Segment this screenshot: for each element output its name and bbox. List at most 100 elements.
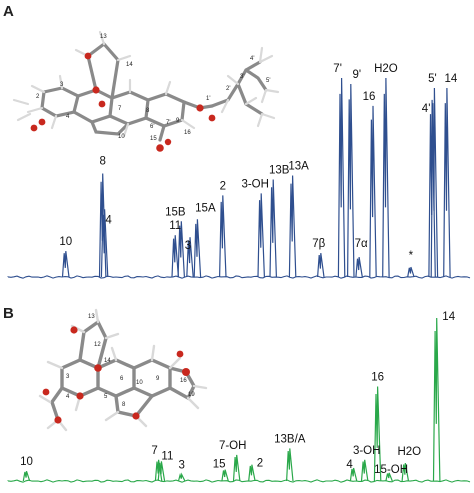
peak-label-a-16: H2O — [374, 63, 398, 75]
peak-a-2 — [100, 209, 109, 278]
svg-text:10: 10 — [118, 134, 125, 140]
peak-a-15 — [369, 105, 377, 278]
svg-text:3: 3 — [60, 82, 64, 88]
svg-text:10: 10 — [136, 380, 143, 386]
peak-b-7 — [286, 448, 294, 482]
svg-text:1': 1' — [206, 96, 210, 102]
peak-b-12 — [401, 462, 410, 482]
peak-b-6 — [248, 464, 256, 482]
peak-a-7 — [219, 195, 227, 278]
svg-text:7: 7 — [118, 106, 122, 112]
svg-text:6': 6' — [150, 124, 154, 130]
svg-text:4: 4 — [66, 394, 70, 400]
peak-label-a-4: 15B — [165, 206, 186, 218]
peak-a-19 — [430, 87, 439, 278]
peak-b-13 — [432, 317, 441, 482]
peak-label-b-10: 16 — [371, 372, 384, 384]
molecule-a-image: 13 14 3 2 4 7 8 10 15 9 16 1' 2' 3' 4' 5' 7' 6' — [12, 30, 280, 152]
peak-b-0 — [22, 471, 31, 482]
peak-a-6 — [193, 219, 202, 278]
svg-text:7': 7' — [166, 120, 170, 126]
peak-label-a-1: 8 — [99, 156, 105, 168]
spectrum-a-peaks — [61, 77, 451, 278]
peak-label-b-6: 2 — [257, 458, 263, 470]
peak-label-b-11: 15-OH — [374, 464, 408, 476]
svg-text:3': 3' — [240, 74, 244, 80]
peak-b-8 — [349, 467, 358, 482]
peak-label-a-5: 3 — [185, 240, 191, 252]
peak-b-10 — [373, 386, 382, 482]
peak-a-9 — [269, 179, 277, 278]
svg-text:3: 3 — [66, 374, 70, 380]
peak-a-10 — [288, 175, 297, 278]
svg-text:14: 14 — [126, 62, 133, 68]
peak-label-a-7: 2 — [220, 180, 226, 192]
peak-label-a-17: * — [409, 250, 414, 262]
peak-a-11 — [317, 253, 325, 278]
peak-label-b-8: 4 — [346, 459, 353, 471]
peak-label-a-3: 11 — [169, 220, 181, 232]
svg-text:9: 9 — [176, 118, 180, 124]
peak-label-b-0: 10 — [20, 456, 33, 468]
spectrum-b-baseline — [7, 479, 471, 483]
peak-b-9 — [360, 459, 369, 482]
peak-a-0 — [61, 251, 70, 278]
peak-label-a-15: 16 — [363, 91, 376, 103]
svg-text:4: 4 — [66, 114, 70, 120]
peak-label-a-11: 7β — [312, 238, 325, 250]
peak-label-b-4: 15 — [213, 459, 226, 471]
peak-label-a-12: 7' — [333, 63, 342, 75]
peak-a-16 — [382, 77, 390, 278]
peak-a-13 — [347, 83, 355, 278]
spectrum-b-peaks — [22, 317, 441, 482]
peak-label-a-19: 5' — [428, 73, 437, 85]
peak-label-a-6: 15A — [195, 202, 216, 214]
peak-label-a-0: 10 — [59, 236, 72, 248]
peak-b-5 — [232, 454, 241, 482]
peak-label-b-5: 7-OH — [219, 440, 246, 452]
peak-a-3 — [171, 235, 179, 278]
peak-label-a-20: 14 — [445, 73, 458, 85]
peak-b-11 — [385, 472, 393, 482]
peak-label-a-10: 13A — [288, 161, 309, 173]
svg-text:5: 5 — [104, 394, 108, 400]
svg-text:14: 14 — [104, 358, 111, 364]
svg-text:2': 2' — [226, 86, 230, 92]
peak-label-b-1: 7 — [151, 445, 157, 457]
peak-a-17 — [407, 266, 415, 278]
svg-text:16: 16 — [180, 378, 187, 384]
peak-b-4 — [221, 469, 229, 482]
svg-text:13: 13 — [88, 314, 95, 320]
peak-a-14 — [355, 257, 363, 278]
panel-a-letter: A — [3, 3, 14, 20]
svg-text:13: 13 — [100, 34, 107, 40]
peak-label-b-2: 11 — [161, 450, 173, 462]
peak-label-b-13: 14 — [442, 311, 455, 323]
peak-label-a-2: 4 — [105, 214, 112, 226]
svg-text:8: 8 — [122, 402, 126, 408]
peak-a-5 — [186, 237, 194, 278]
svg-text:8: 8 — [146, 108, 150, 114]
peak-label-a-8: 3-OH — [241, 178, 268, 190]
peak-a-8 — [257, 193, 265, 278]
peak-label-a-18: 4' — [422, 103, 431, 115]
svg-text:19: 19 — [188, 392, 195, 398]
svg-text:15: 15 — [150, 136, 157, 142]
peak-label-a-9: 13B — [269, 165, 290, 177]
svg-text:5': 5' — [266, 78, 270, 84]
svg-text:16: 16 — [184, 130, 191, 136]
peak-label-a-13: 9' — [353, 69, 362, 81]
peak-a-20 — [443, 87, 451, 278]
peak-b-2 — [157, 461, 166, 482]
peak-label-b-12: H2O — [397, 446, 421, 458]
panel-b-letter: B — [3, 305, 14, 322]
peak-label-b-3: 3 — [178, 460, 184, 472]
svg-text:4': 4' — [250, 56, 254, 62]
peak-label-a-14: 7α — [355, 238, 368, 250]
svg-text:9: 9 — [156, 376, 160, 382]
peak-a-4 — [177, 221, 185, 278]
panel-b: B — [3, 305, 471, 483]
